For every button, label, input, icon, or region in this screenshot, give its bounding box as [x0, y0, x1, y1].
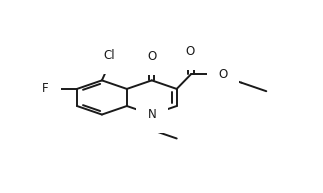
Text: O: O: [185, 45, 194, 58]
Text: F: F: [42, 82, 49, 95]
Text: O: O: [218, 68, 228, 81]
Text: O: O: [147, 50, 156, 63]
Text: Cl: Cl: [104, 49, 115, 62]
Text: N: N: [147, 108, 156, 121]
